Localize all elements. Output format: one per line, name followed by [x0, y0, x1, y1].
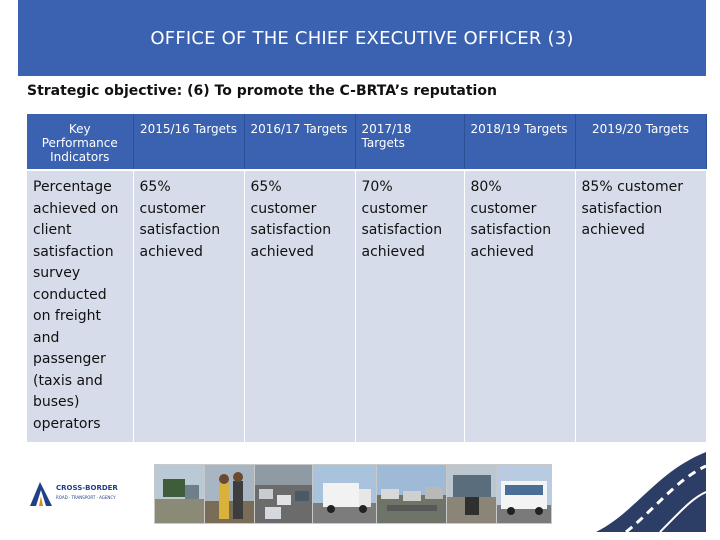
logo-subtext: ROAD · TRANSPORT · AGENCY [56, 495, 116, 500]
table-cell: 65% customer satisfaction achieved [133, 169, 245, 442]
table-header-row: Key Performance Indicators 2015/16 Targe… [27, 114, 707, 170]
checkpoint-photo [446, 464, 498, 524]
road-graphic-icon [596, 452, 706, 532]
targets-table: Key Performance Indicators 2015/16 Targe… [27, 114, 707, 442]
agency-logo: CROSS-BORDER ROAD · TRANSPORT · AGENCY [28, 470, 126, 516]
strategic-objective: Strategic objective: (6) To promote the … [27, 83, 497, 99]
bus-photo [496, 464, 552, 524]
table-cell: 85% customer satisfaction achieved [575, 169, 707, 442]
column-header: Key Performance Indicators [27, 114, 134, 170]
table-cell: Percentage achieved on client satisfacti… [27, 169, 134, 442]
table-cell: 65% customer satisfaction achieved [244, 169, 356, 442]
column-header: 2015/16 Targets [133, 114, 245, 170]
officers-photo [204, 464, 256, 524]
title-bar: OFFICE OF THE CHIEF EXECUTIVE OFFICER (3… [18, 0, 706, 76]
logo-mark-icon [30, 482, 52, 506]
footer-banner: CROSS-BORDER ROAD · TRANSPORT · AGENCY [18, 452, 706, 532]
page-title: OFFICE OF THE CHIEF EXECUTIVE OFFICER (3… [150, 27, 574, 49]
column-header: 2019/20 Targets [575, 114, 707, 170]
column-header: 2016/17 Targets [244, 114, 356, 170]
logo-text: CROSS-BORDER [56, 484, 118, 492]
table-row: Percentage achieved on client satisfacti… [27, 169, 707, 442]
traffic-photo [254, 464, 314, 524]
table-cell: 70% customer satisfaction achieved [355, 169, 465, 442]
truck-photo [312, 464, 378, 524]
column-header: 2017/18 Targets [355, 114, 465, 170]
border-queue-photo [376, 464, 448, 524]
column-header: 2018/19 Targets [464, 114, 576, 170]
table-cell: 80% customer satisfaction achieved [464, 169, 576, 442]
border-post-photo [154, 464, 206, 524]
